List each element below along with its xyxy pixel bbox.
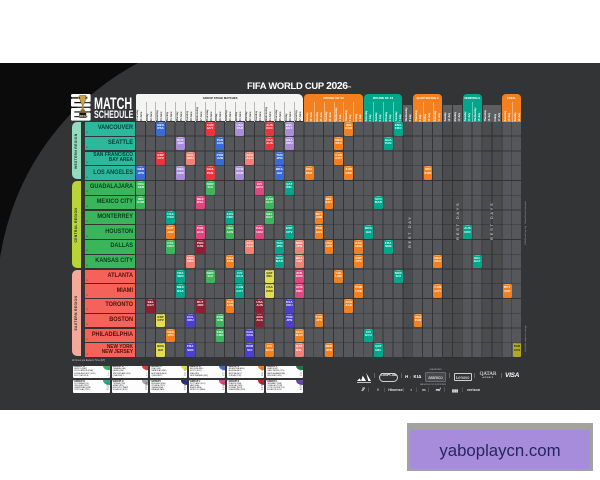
- svg-text:FIFA: FIFA: [80, 114, 86, 118]
